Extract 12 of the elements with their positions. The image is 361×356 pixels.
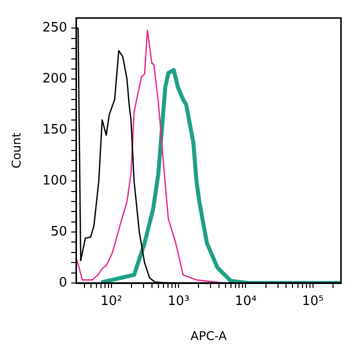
y-tick-label: 150 <box>42 122 68 138</box>
y-tick-label: 100 <box>42 173 68 188</box>
y-tick-label: 250 <box>42 20 68 36</box>
y-tick-label: 200 <box>42 72 68 87</box>
x-axis-title: APC-A <box>190 328 228 343</box>
y-tick-label: 50 <box>50 224 68 240</box>
x-tick-label: 10⁴ <box>234 294 257 310</box>
y-tick-label: 0 <box>58 275 68 290</box>
x-tick-label: 10² <box>100 294 122 310</box>
x-tick-label: 10⁵ <box>302 294 324 310</box>
x-tick-label: 10³ <box>168 294 190 310</box>
y-axis-title: Count <box>9 132 24 168</box>
